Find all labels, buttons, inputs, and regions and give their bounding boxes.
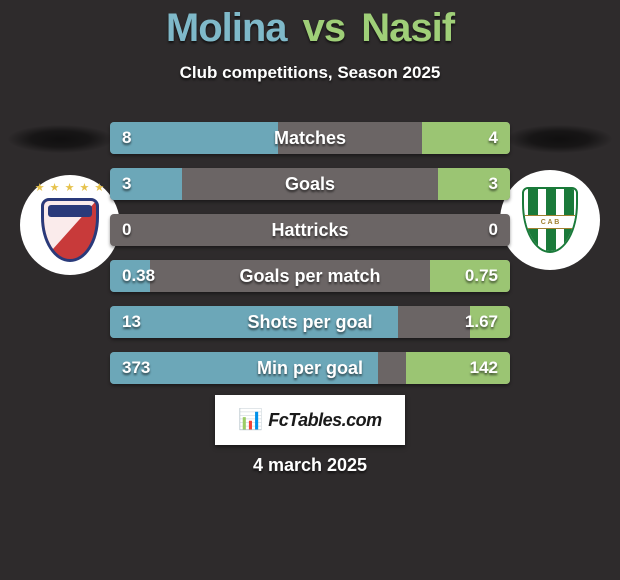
stat-label: Matches xyxy=(110,122,510,154)
stat-label: Min per goal xyxy=(110,352,510,384)
stat-label: Goals xyxy=(110,168,510,200)
stat-label: Hattricks xyxy=(110,214,510,246)
crest-shadow-left xyxy=(8,125,113,153)
stat-row: 0.380.75Goals per match xyxy=(110,260,510,292)
fctables-logo: 📊 FcTables.com xyxy=(215,395,405,445)
player1-name: Molina xyxy=(166,6,287,50)
stat-row: 373142Min per goal xyxy=(110,352,510,384)
player2-name: Nasif xyxy=(361,6,454,50)
subtitle: Club competitions, Season 2025 xyxy=(0,63,620,83)
stat-label: Goals per match xyxy=(110,260,510,292)
vs-text: vs xyxy=(303,6,346,50)
stat-bars-container: 84Matches 33Goals 00Hattricks 0.380.75Goals… xyxy=(110,122,510,398)
stat-row: 131.67Shots per goal xyxy=(110,306,510,338)
chart-icon: 📊 xyxy=(238,407,263,432)
date-text: 4 march 2025 xyxy=(0,455,620,476)
crest-left-shield xyxy=(41,198,99,262)
crest-left-stars: ★ ★ ★ ★ ★ xyxy=(35,181,106,194)
stat-row: 33Goals xyxy=(110,168,510,200)
stat-row: 84Matches xyxy=(110,122,510,154)
crest-right-shield: C A B xyxy=(522,187,578,253)
team-crest-left: ★ ★ ★ ★ ★ xyxy=(20,175,120,275)
stat-label: Shots per goal xyxy=(110,306,510,338)
crest-right-band: C A B xyxy=(524,215,576,229)
comparison-title: Molina vs Nasif xyxy=(0,0,620,51)
team-crest-right: C A B xyxy=(500,170,600,270)
crest-shadow-right xyxy=(507,125,612,153)
stat-row: 00Hattricks xyxy=(110,214,510,246)
logo-text: FcTables.com xyxy=(268,410,381,431)
